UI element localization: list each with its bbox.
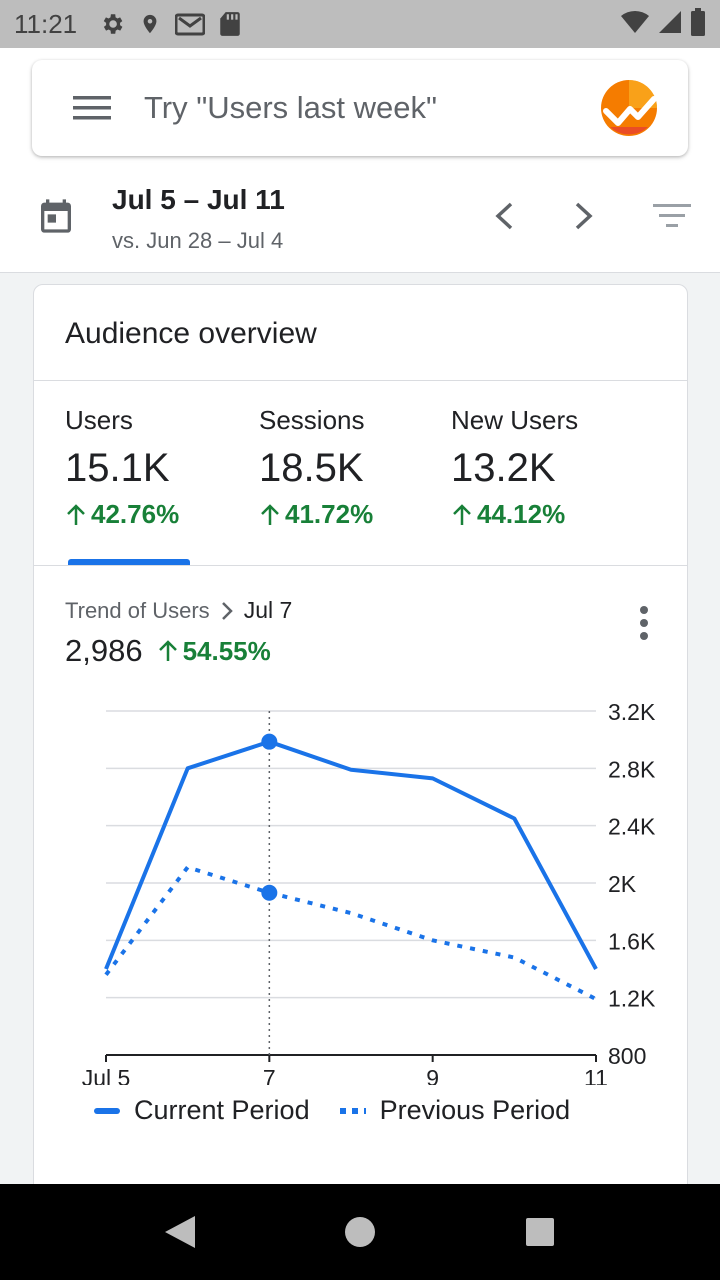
next-period-button[interactable] bbox=[564, 196, 604, 236]
more-vert-icon bbox=[640, 606, 648, 640]
legend-label: Current Period bbox=[134, 1095, 310, 1125]
comparison-range-label: vs. Jun 28 – Jul 4 bbox=[112, 228, 284, 253]
legend-solid-swatch bbox=[94, 1107, 120, 1114]
legend-previous-period[interactable]: Previous Period bbox=[339, 1095, 571, 1126]
metric-tab-sessions[interactable]: Sessions 18.5K 41.72% bbox=[259, 405, 373, 530]
trend-change-value: 54.55% bbox=[182, 635, 271, 666]
y-tick-label: 2.8K bbox=[608, 756, 656, 782]
metric-change-value: 41.72% bbox=[285, 499, 374, 529]
recents-button[interactable] bbox=[520, 1212, 560, 1252]
menu-button[interactable] bbox=[68, 84, 116, 132]
date-range-label[interactable]: Jul 5 – Jul 11 bbox=[112, 184, 285, 215]
wifi-icon bbox=[620, 10, 650, 39]
breadcrumb: Trend of Users Jul 7 bbox=[65, 597, 292, 624]
divider bbox=[34, 565, 687, 566]
recents-square-icon bbox=[526, 1218, 554, 1246]
home-button[interactable] bbox=[340, 1212, 380, 1252]
arrow-up-icon bbox=[453, 503, 471, 525]
metric-label: New Users bbox=[451, 405, 579, 435]
x-tick-label: 7 bbox=[263, 1065, 276, 1085]
current-period-point bbox=[261, 733, 278, 750]
hamburger-menu-icon bbox=[73, 96, 111, 120]
selected-tab-indicator bbox=[68, 559, 190, 565]
metric-change-value: 42.76% bbox=[91, 499, 180, 529]
chevron-left-icon bbox=[495, 202, 513, 230]
previous-period-line bbox=[104, 865, 597, 1001]
date-range-row: Jul 5 – Jul 11 vs. Jun 28 – Jul 4 bbox=[0, 178, 720, 258]
metric-change: 42.76% bbox=[65, 499, 179, 530]
trend-value: 2,986 bbox=[65, 633, 143, 668]
chevron-right-icon bbox=[575, 202, 593, 230]
current-period-line bbox=[104, 739, 598, 970]
audience-overview-card: Audience overview Users 15.1K 42.76% Ses… bbox=[33, 284, 688, 1204]
trend-change: 54.55% bbox=[157, 636, 271, 667]
x-tick-label: 11 bbox=[584, 1065, 608, 1085]
previous-period-button[interactable] bbox=[484, 196, 524, 236]
y-tick-label: 800 bbox=[608, 1043, 646, 1069]
battery-icon bbox=[690, 7, 706, 41]
home-circle-icon bbox=[345, 1217, 375, 1247]
y-tick-label: 3.2K bbox=[608, 699, 656, 725]
system-nav-bar bbox=[0, 1184, 720, 1280]
app-bar: Try "Users last week" Jul 5 – Jul 11 vs.… bbox=[0, 48, 720, 273]
search-bar[interactable]: Try "Users last week" bbox=[32, 60, 688, 156]
more-options-button[interactable] bbox=[628, 601, 660, 645]
previous-period-point bbox=[261, 884, 278, 901]
search-placeholder[interactable]: Try "Users last week" bbox=[144, 90, 438, 125]
y-tick-label: 1.2K bbox=[608, 986, 656, 1012]
signal-icon bbox=[658, 10, 682, 39]
y-tick-label: 2K bbox=[608, 871, 637, 897]
metric-label: Users bbox=[65, 405, 133, 435]
metric-value: 13.2K bbox=[451, 446, 556, 490]
chart-legend: Current Period Previous Period bbox=[94, 1095, 600, 1126]
legend-dotted-swatch bbox=[339, 1107, 366, 1114]
back-triangle-icon bbox=[165, 1216, 195, 1248]
legend-label: Previous Period bbox=[379, 1095, 571, 1125]
card-title: Audience overview bbox=[65, 317, 317, 350]
gear-icon bbox=[99, 11, 125, 37]
arrow-up-icon bbox=[67, 503, 85, 525]
gmail-icon bbox=[175, 11, 206, 37]
status-time: 11:21 bbox=[14, 8, 78, 39]
metric-tab-new-users[interactable]: New Users 13.2K 44.12% bbox=[451, 405, 578, 530]
x-tick-label: 9 bbox=[426, 1065, 439, 1085]
analytics-logo-icon[interactable] bbox=[600, 79, 658, 137]
divider bbox=[34, 380, 687, 381]
metric-change-value: 44.12% bbox=[477, 499, 566, 529]
legend-current-period[interactable]: Current Period bbox=[94, 1095, 310, 1126]
location-icon bbox=[139, 11, 161, 37]
metric-change: 41.72% bbox=[259, 499, 373, 530]
x-tick-label: Jul 5 bbox=[82, 1065, 131, 1085]
status-bar: 11:21 bbox=[0, 0, 720, 48]
arrow-up-icon bbox=[261, 503, 279, 525]
filter-button[interactable] bbox=[650, 196, 694, 236]
y-tick-label: 1.6K bbox=[608, 928, 656, 954]
trend-value-row: 2,986 54.55% bbox=[65, 633, 271, 669]
metric-label: Sessions bbox=[259, 405, 365, 435]
filter-icon bbox=[653, 204, 691, 227]
metric-tab-users[interactable]: Users 15.1K 42.76% bbox=[65, 405, 179, 530]
arrow-up-icon bbox=[158, 640, 177, 661]
breadcrumb-date: Jul 7 bbox=[243, 597, 293, 623]
breadcrumb-metric[interactable]: Trend of Users bbox=[65, 597, 210, 623]
sd-card-icon bbox=[219, 11, 241, 37]
back-button[interactable] bbox=[160, 1212, 200, 1252]
users-trend-chart[interactable]: 3.2K 2.8K 2.4K 2K 1.6K 1.2K 800 Jul 5 7 9 11 bbox=[34, 685, 688, 1085]
metric-value: 18.5K bbox=[259, 446, 364, 490]
metric-change: 44.12% bbox=[451, 499, 578, 530]
calendar-icon[interactable] bbox=[36, 196, 76, 241]
y-tick-label: 2.4K bbox=[608, 814, 656, 840]
metric-value: 15.1K bbox=[65, 446, 170, 490]
chevron-right-icon bbox=[221, 601, 233, 620]
